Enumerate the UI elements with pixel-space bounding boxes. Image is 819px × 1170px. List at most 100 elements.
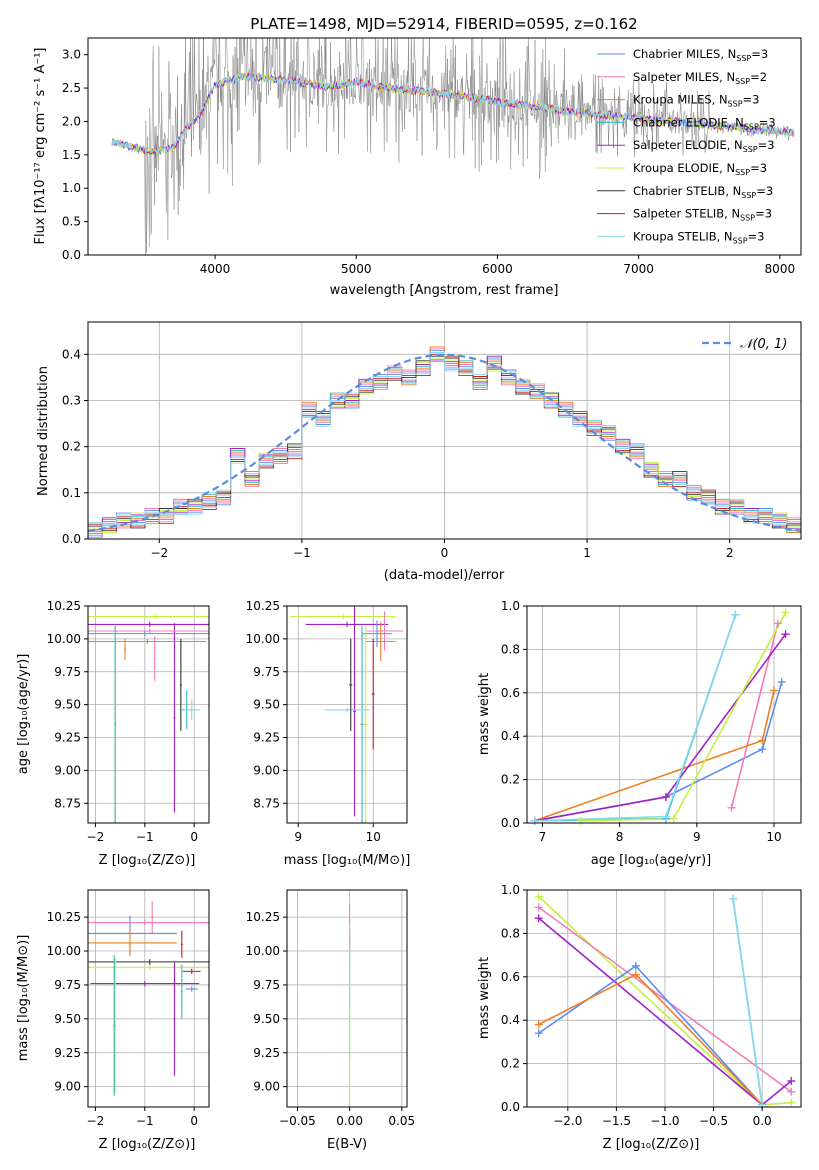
weight_vs_Z-xtick-label-3: −0.5 [699,1114,728,1128]
spectrum-legend-label-2: Kroupa MILES, NSSP=3 [633,93,759,109]
age-z-xlabel: Z [log₁₀(Z/Z⊙)] [99,853,196,868]
residuals-ytick-label-1: 0.1 [62,486,81,500]
weight_vs_Z-marker-6-0 [728,894,737,903]
weight_vs_Z-frame [526,889,802,1108]
spectrum-legend-label-1: Salpeter MILES, NSSP=2 [633,70,767,86]
age_vs_Z-xtick-label-2: 0 [190,830,198,844]
weight_vs_Z-marker-2-0 [534,914,543,923]
spectrum-ytick-label-3: 1.5 [62,148,81,162]
age_vs_mass-frame [286,605,408,824]
spectrum-legend-label-4: Salpeter ELODIE, NSSP=3 [633,138,775,154]
residuals-ytick-label-0: 0.0 [62,532,81,546]
spectrum-plot-area [111,38,795,255]
mass_vs_ebv-ytick-label-3: 9.75 [253,978,280,992]
weight_vs_age-marker-1-1 [773,619,782,628]
mass_vs_Z-xtick-label-1: −1 [136,1114,154,1128]
weight_vs_age-ytick-label-3: 0.6 [501,686,520,700]
age_vs_Z-ytick-label-0: 8.75 [54,796,81,810]
spectrum-panel: PLATE=1498, MJD=52914, FIBERID=0595, z=0… [33,15,802,298]
spectrum-ytick-label-1: 0.5 [62,215,81,229]
weight-age-ylabel: mass weight [477,673,492,755]
spectrum-legend-label-7: Salpeter STELIB, NSSP=3 [633,207,772,223]
spectrum-ytick-label-5: 2.5 [62,81,81,95]
age_vs_mass-ytick-label-3: 9.50 [253,698,280,712]
spectrum-ytick-label-0: 0.0 [62,248,81,262]
residuals-xtick-label-4: 2 [726,546,734,560]
age_vs_mass-ytick-label-6: 10.25 [246,599,280,613]
weight_vs_Z-ytick-label-5: 1.0 [501,883,520,897]
weight_vs_age-frame [526,605,802,824]
weight_vs_age-ytick-label-2: 0.4 [501,729,520,743]
weight_vs_age-marker-6-2 [731,610,740,619]
spectrum-title: PLATE=1498, MJD=52914, FIBERID=0595, z=0… [250,15,637,33]
residuals-legend-label: 𝒩(0, 1) [740,337,787,352]
mass_vs_Z-plot-area [88,900,209,1097]
residuals-plot-area [88,346,801,538]
residuals-panel: (data-model)/error Normed distribution 𝒩… [36,321,802,583]
weight_vs_age-series-chabrier_miles [534,681,783,822]
residuals-ylabel: Normed distribution [36,366,51,496]
age_vs_Z-ytick-label-2: 9.25 [54,731,81,745]
weight_vs_age-xtick-label-1: 8 [616,830,624,844]
age-vs-z-panel: Z [log₁₀(Z/Z⊙)] age [log₁₀(age/yr)] −2 −1… [16,599,210,868]
age_vs_Z-frame [87,605,210,824]
age_vs_mass-xtick-label-1: 10 [366,830,381,844]
spectrum-ytick-label-6: 3.0 [62,48,81,62]
residuals-xtick-label-2: 0 [441,546,449,560]
mass_vs_ebv-frame [286,889,408,1108]
weight_vs_Z-marker-4-0 [534,1020,543,1029]
spectrum-legend-label-5: Kroupa ELODIE, NSSP=3 [633,161,767,177]
weight-vs-age-panel: age [log₁₀(age/yr)] mass weight 7 8 9 10 0.0… [477,599,802,868]
age_vs_Z-ytick-label-6: 10.25 [47,599,81,613]
spectrum-ytick-label-2: 1.0 [62,181,81,195]
weight_vs_age-xtick-label-3: 10 [766,830,781,844]
mass_vs_ebv-ytick-label-0: 9.00 [253,1080,280,1094]
weight_vs_age-marker-5-0 [577,816,586,825]
age_vs_Z-ytick-label-1: 9.00 [54,763,81,777]
mass_vs_Z-ytick-label-5: 10.25 [47,910,81,924]
weight_vs_age-xtick-label-0: 7 [539,830,547,844]
age-vs-mass-panel: mass [log₁₀(M/M⊙)] 9 10 8.75 9.00 9.25 9.50 9.… [246,599,411,868]
mass_vs_ebv-xtick-label-1: 0.00 [336,1114,363,1128]
residuals-ytick-label-4: 0.4 [62,347,81,361]
weight_vs_age-series-kroupa_stelib [534,614,737,822]
mass_vs_ebv-xtick-label-0: −0.05 [279,1114,316,1128]
weight_vs_Z-marker-3-1 [631,961,640,970]
weight_vs_age-marker-2-1 [758,736,767,745]
weight_vs_age-ytick-label-4: 0.8 [501,642,520,656]
spectrum-xtick-label-1: 5000 [341,262,372,276]
weight_vs_Z-series-salpeter_miles [538,906,792,1093]
weight_vs_age-xtick-label-2: 9 [693,830,701,844]
spectrum-ylabel: Flux [fλ10⁻¹⁷ erg cm⁻² s⁻¹ A⁻¹] [33,48,48,245]
mass_vs_Z-xtick-label-0: −2 [87,1114,105,1128]
mass_vs_ebv-ytick-label-5: 10.25 [246,910,280,924]
age-mass-xlabel: mass [log₁₀(M/M⊙)] [284,853,411,868]
weight_vs_Z-ytick-label-4: 0.8 [501,926,520,940]
residuals-xtick-label-3: 1 [583,546,591,560]
mass-z-xlabel: Z [log₁₀(Z/Z⊙)] [99,1137,196,1152]
weight_vs_Z-marker-2-2 [787,1076,796,1085]
age_vs_Z-xtick-label-0: −2 [87,830,105,844]
weight_vs_age-plot-area [534,612,787,822]
weight_vs_Z-series-chabrier_miles [538,964,763,1106]
weight_vs_Z-xtick-label-4: 0.0 [753,1114,772,1128]
age-z-ylabel: age [log₁₀(age/yr)] [16,654,31,775]
weight_vs_age-series-chabrier_elodie [534,614,737,822]
weight_vs_age-marker-5-2 [781,608,790,617]
weight_vs_Z-series-kroupa_miles [538,973,763,1106]
weight_vs_Z-marker-3-0 [534,1029,543,1038]
age_vs_Z-ytick-label-5: 10.00 [47,632,81,646]
residuals-ytick-label-3: 0.3 [62,393,81,407]
mass-z-ylabel: mass [log₁₀(M/M⊙)] [16,935,31,1062]
age_vs_mass-plot-area [290,606,404,823]
weight_vs_age-marker-4-1 [661,792,670,801]
weight_vs_Z-marker-1-0 [534,903,543,912]
weight_vs_age-marker-6-1 [661,812,670,821]
weight_vs_Z-xtick-label-0: −2.0 [553,1114,582,1128]
mass_vs_Z-ytick-label-2: 9.50 [54,1012,81,1026]
spectrum-xtick-label-4: 8000 [765,262,796,276]
residuals-normal-curve [88,353,801,532]
mass_vs_Z-ytick-label-1: 9.25 [54,1046,81,1060]
weight_vs_age-ytick-label-5: 1.0 [501,599,520,613]
